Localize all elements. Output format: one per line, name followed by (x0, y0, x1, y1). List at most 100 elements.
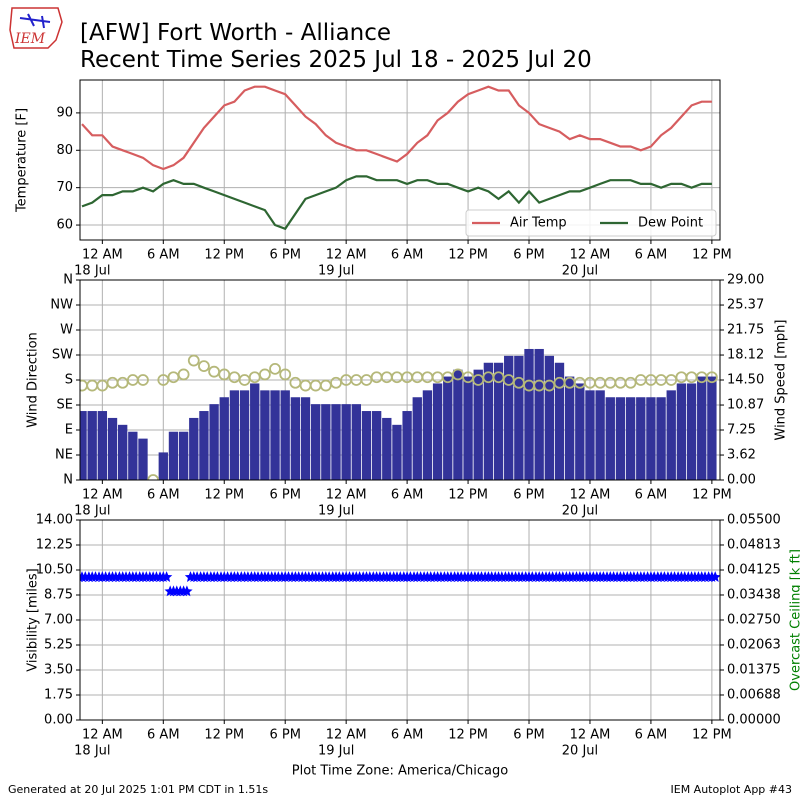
marker (160, 571, 173, 582)
x-tick-label: 12 PM (448, 488, 488, 503)
y2-tick-label: 18.12 (727, 348, 764, 363)
bar (585, 390, 595, 480)
y-tick-label: 1.75 (44, 688, 73, 703)
plot-area (81, 85, 712, 231)
axes-frame (79, 79, 721, 241)
bar (158, 452, 168, 480)
x-tick-label: 12 PM (204, 728, 244, 743)
bar (189, 417, 199, 480)
bar (371, 411, 382, 480)
x-tick-date: 18 Jul (74, 264, 110, 279)
y2-tick-label: 0.00000 (727, 713, 781, 728)
y-tick-label: 60 (56, 218, 73, 233)
bar (534, 348, 544, 480)
y-tick-label: NW (50, 298, 73, 313)
marker (248, 371, 261, 384)
bar (341, 404, 351, 480)
bar (209, 404, 219, 480)
y-tick-label: 70 (56, 180, 73, 195)
x-tick-label: 12 AM (326, 488, 367, 503)
bar (575, 383, 585, 480)
bar (636, 397, 646, 480)
x-tick-label: 12 AM (570, 488, 611, 503)
y2-axis-label: Overcast Ceiling [k ft] (789, 549, 800, 691)
marker (685, 371, 698, 384)
y2-tick-label: 14.50 (727, 373, 764, 388)
y2-tick-label: 29.00 (727, 273, 764, 288)
bar (463, 376, 473, 480)
line (81, 175, 712, 231)
legend-label: Air Temp (510, 216, 567, 231)
bar (605, 397, 615, 480)
x-tick-date: 18 Jul (74, 504, 110, 519)
bar (250, 383, 260, 480)
logo-text: IEM (14, 31, 46, 47)
bar (707, 376, 717, 480)
marker (380, 371, 393, 384)
x-tick-label: 6 AM (147, 248, 180, 263)
marker (624, 376, 637, 389)
x-tick-label: 12 PM (692, 728, 732, 743)
y-tick-label: SE (57, 398, 73, 413)
y2-tick-label: 0.03438 (727, 587, 781, 602)
chart-title: [AFW] Fort Worth - Alliance (80, 20, 391, 46)
logo-mark (19, 13, 51, 29)
bar (168, 431, 179, 480)
bar (483, 362, 494, 480)
marker (391, 371, 403, 384)
x-tick-label: 12 PM (448, 248, 488, 263)
bar (351, 404, 361, 480)
bar (87, 411, 97, 480)
footer-generated: Generated at 20 Jul 2025 1:01 PM CDT in … (8, 783, 268, 796)
y-tick-label: 8.75 (44, 588, 73, 603)
bar (97, 411, 108, 480)
y2-tick-label: 10.87 (727, 398, 764, 413)
y-tick-label: 5.25 (44, 638, 73, 653)
bar (514, 355, 524, 480)
axes-frame (79, 519, 721, 721)
x-tick-label: 12 PM (204, 248, 244, 263)
x-axis-label: Plot Time Zone: America/Chicago (292, 764, 508, 779)
line (81, 85, 712, 171)
y-tick-label: 90 (56, 105, 73, 120)
y-axis-label: Wind Direction (26, 332, 41, 428)
legend-label: Dew Point (638, 216, 703, 231)
bar (331, 404, 341, 480)
bar (473, 369, 483, 480)
y-tick-label: W (60, 323, 73, 338)
marker (187, 354, 200, 367)
y2-tick-label: 0.01375 (727, 663, 781, 678)
bar (199, 411, 209, 480)
bar (260, 390, 270, 480)
y-tick-label: NE (55, 448, 73, 463)
y2-tick-label: 0.04813 (727, 537, 781, 552)
x-tick-date: 19 Jul (318, 744, 354, 759)
marker (309, 379, 322, 392)
x-tick-label: 6 PM (513, 728, 544, 743)
x-tick-date: 19 Jul (318, 504, 354, 519)
bar (392, 424, 402, 480)
y-tick-label: 10.50 (36, 563, 73, 578)
chart-subtitle: Recent Time Series 2025 Jul 18 - 2025 Ju… (80, 47, 592, 73)
y2-tick-label: 21.75 (727, 323, 764, 338)
x-tick-label: 12 AM (326, 248, 367, 263)
x-tick-date: 18 Jul (74, 744, 110, 759)
y-tick-label: N (63, 273, 73, 288)
bar (676, 383, 687, 480)
marker (106, 376, 119, 389)
bar (422, 390, 433, 480)
y-tick-label: 7.00 (44, 613, 73, 628)
x-tick-label: 6 AM (147, 728, 180, 743)
marker (208, 365, 220, 378)
bar (321, 404, 331, 480)
bar (686, 383, 697, 480)
x-tick-label: 6 AM (391, 248, 424, 263)
bar (239, 390, 250, 480)
x-tick-label: 12 AM (570, 728, 611, 743)
bar (107, 417, 118, 480)
x-tick-label: 12 AM (82, 248, 123, 263)
bar (290, 397, 301, 480)
